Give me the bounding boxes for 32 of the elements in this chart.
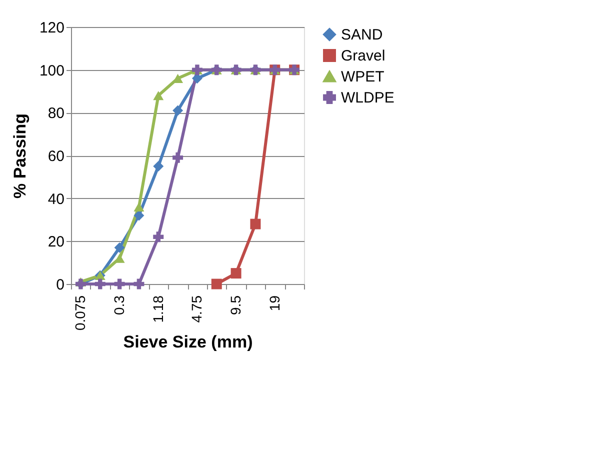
point: [153, 90, 164, 100]
y-axis-title: % Passing: [10, 113, 30, 199]
x-tick-label: 9.5: [228, 295, 244, 315]
y-tick-label: 40: [48, 190, 64, 208]
legend-label: WPET: [341, 68, 384, 86]
point: [230, 268, 242, 279]
x-tick-label: 19: [266, 295, 282, 312]
point: [250, 218, 261, 230]
y-tick-label: 20: [48, 234, 64, 251]
legend-label: Gravel: [341, 48, 386, 64]
y-tick-label: 60: [48, 148, 64, 165]
y-tick-label: 0: [56, 276, 64, 294]
point: [172, 105, 184, 116]
legend-label: SAND: [341, 26, 383, 44]
x-tick-label: 0.3: [111, 295, 128, 315]
x-tick-label: 4.75: [188, 295, 205, 323]
point: [134, 278, 144, 290]
point: [94, 278, 106, 290]
legend-label: WLDPE: [341, 90, 394, 106]
y-tick-label: 100: [39, 62, 64, 80]
point: [172, 152, 184, 163]
x-tick-label: 1.18: [150, 295, 166, 323]
point: [153, 160, 164, 172]
point: [114, 278, 125, 290]
y-tick-label: 80: [48, 105, 64, 122]
x-axis-title: Sieve Size (mm): [123, 332, 253, 352]
x-tick-label: 0.075: [72, 295, 88, 331]
point: [134, 210, 144, 221]
point: [114, 242, 125, 253]
point: [153, 232, 164, 242]
y-tick-label: 120: [39, 20, 64, 36]
point: [211, 278, 222, 290]
